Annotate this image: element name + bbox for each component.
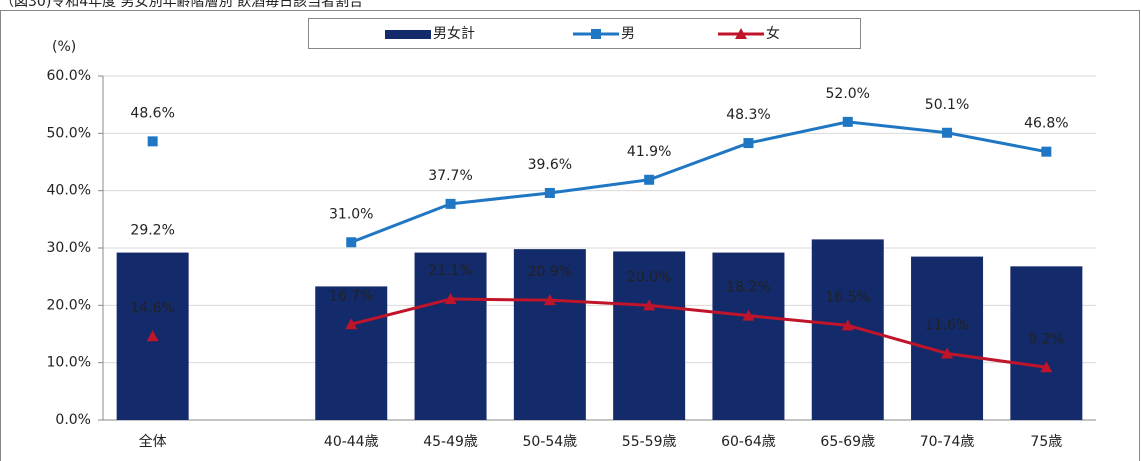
data-label: 20.0%	[627, 269, 671, 285]
y-tick-label: 50.0%	[47, 125, 91, 141]
x-tick-label: 45-49歳	[423, 434, 478, 450]
legend-label: 男	[621, 26, 635, 42]
data-label: 21.1%	[428, 263, 472, 279]
chart-title: （図30)令和4年度 男女別年齢階層別 飲酒毎日該当者割合	[0, 0, 363, 10]
data-label: 14.6%	[130, 300, 174, 316]
marker	[942, 127, 953, 138]
data-label: 39.6%	[528, 157, 572, 173]
x-tick-label: 75歳	[1030, 434, 1062, 450]
line	[350, 297, 1047, 369]
y-tick-label: 40.0%	[47, 183, 91, 199]
x-tick-label: 50-54歳	[523, 434, 578, 450]
y-axis-unit: (%)	[52, 39, 76, 55]
data-label: 31.0%	[329, 206, 373, 222]
marker	[1041, 146, 1052, 157]
x-tick-label: 65-69歳	[820, 434, 875, 450]
y-tick-label: 0.0%	[55, 412, 91, 428]
legend-marker	[591, 29, 601, 39]
legend-label: 女	[766, 25, 780, 42]
legend-marker	[735, 28, 747, 39]
x-tick-label: 55-59歳	[622, 434, 677, 450]
data-label: 29.2%	[130, 223, 174, 239]
data-label: 20.9%	[528, 264, 572, 280]
x-tick-label: 70-74歳	[920, 434, 975, 450]
marker	[1040, 361, 1053, 373]
bar	[414, 252, 487, 420]
bar	[1010, 266, 1083, 420]
marker	[444, 293, 457, 305]
marker	[941, 347, 954, 359]
marker	[445, 198, 456, 209]
legend-swatch	[385, 30, 431, 39]
bar	[315, 286, 388, 420]
data-label: 11.6%	[925, 317, 969, 333]
marker	[345, 318, 358, 330]
marker	[544, 187, 555, 198]
marker	[147, 136, 158, 147]
bar	[911, 256, 984, 420]
marker	[346, 237, 357, 248]
y-tick-label: 20.0%	[47, 297, 91, 313]
marker	[543, 294, 556, 306]
marker	[841, 319, 854, 331]
data-label: 48.6%	[130, 105, 174, 121]
line	[350, 120, 1047, 244]
y-tick-label: 10.0%	[47, 355, 91, 371]
bar	[613, 251, 686, 420]
legend-label: 男女計	[433, 25, 475, 42]
data-label: 37.7%	[428, 168, 472, 184]
marker	[742, 309, 755, 321]
x-tick-label: 60-64歳	[721, 434, 776, 450]
marker	[644, 174, 655, 185]
y-tick-label: 30.0%	[47, 240, 91, 256]
data-label: 46.8%	[1024, 116, 1068, 132]
data-label: 16.7%	[329, 288, 373, 304]
data-label: 41.9%	[627, 144, 671, 160]
data-label: 48.3%	[726, 107, 770, 123]
data-label: 52.0%	[826, 86, 870, 102]
data-label: 18.2%	[726, 280, 770, 296]
y-tick-label: 60.0%	[47, 68, 91, 84]
x-tick-label: 全体	[139, 433, 167, 450]
data-label: 16.5%	[826, 289, 870, 305]
marker	[643, 299, 656, 311]
marker	[743, 138, 754, 149]
x-tick-label: 40-44歳	[324, 434, 379, 450]
data-label: 50.1%	[925, 97, 969, 113]
marker	[842, 116, 853, 127]
bar	[513, 249, 586, 420]
marker	[146, 330, 159, 342]
data-label: 9.2%	[1029, 331, 1065, 347]
bar	[712, 252, 785, 420]
